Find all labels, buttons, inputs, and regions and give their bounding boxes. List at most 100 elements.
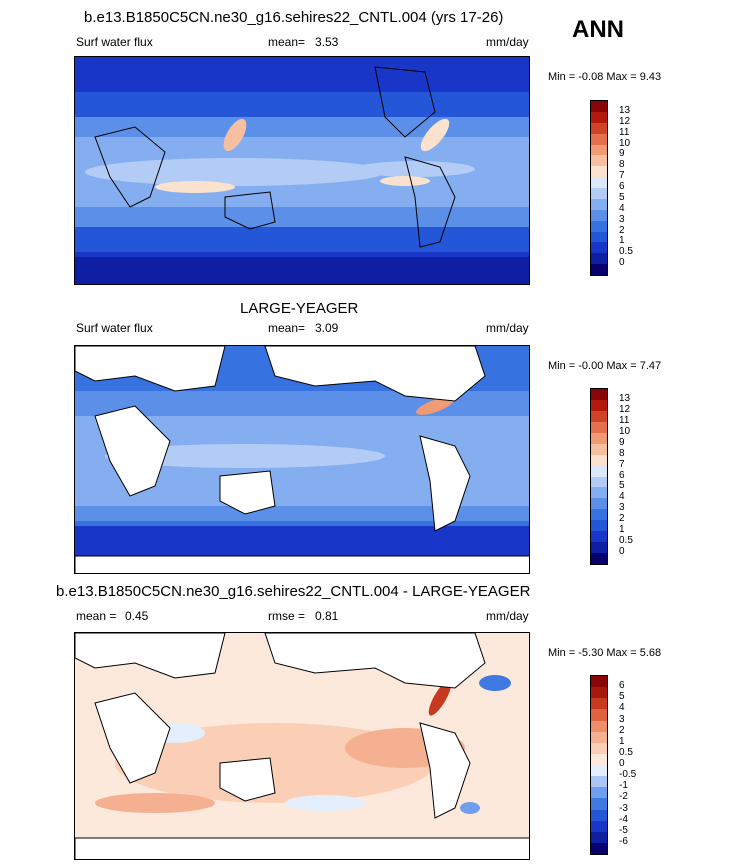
colorbar-swatch bbox=[591, 443, 607, 455]
colorbar-tick-label: 2 bbox=[619, 224, 625, 236]
colorbar-swatch bbox=[591, 144, 607, 156]
panel3-rmse-value: 0.81 bbox=[315, 609, 339, 623]
colorbar-swatch bbox=[591, 676, 607, 688]
colorbar-tick-label: -6 bbox=[619, 835, 628, 847]
colorbar-tick-label: 10 bbox=[619, 425, 631, 437]
colorbar-tick-label: 11 bbox=[619, 414, 630, 426]
colorbar-tick-label: 12 bbox=[619, 115, 631, 127]
colorbar-tick-label: 7 bbox=[619, 458, 625, 470]
colorbar-swatch bbox=[591, 410, 607, 422]
season-label: ANN bbox=[572, 16, 624, 43]
panel3-map bbox=[74, 632, 530, 860]
colorbar-swatch bbox=[591, 101, 607, 112]
colorbar-tick-label: 8 bbox=[619, 447, 625, 459]
colorbar-swatch bbox=[591, 820, 607, 832]
panel1-map bbox=[74, 56, 530, 285]
colorbar-tick-label: 1 bbox=[619, 235, 625, 247]
panel2-map bbox=[74, 345, 530, 574]
colorbar-tick-label: 9 bbox=[619, 148, 625, 160]
colorbar-swatch bbox=[591, 531, 607, 543]
colorbar-tick-label: 6 bbox=[619, 181, 625, 192]
colorbar-swatch bbox=[591, 842, 607, 854]
panel1-mean-value: 3.53 bbox=[315, 35, 339, 49]
panel1-mean-label: mean= bbox=[268, 35, 306, 49]
panel3-rmse-label: rmse = bbox=[268, 609, 306, 623]
colorbar-tick-label: 6 bbox=[619, 469, 625, 481]
colorbar-tick-label: 0 bbox=[619, 546, 625, 558]
colorbar-swatch bbox=[591, 487, 607, 499]
colorbar-swatch bbox=[591, 399, 607, 411]
colorbar-tick-label: -1 bbox=[619, 780, 628, 792]
colorbar-tick-label: 0.5 bbox=[619, 746, 633, 758]
panel3-title: b.e13.B1850C5CN.ne30_g16.sehires22_CNTL.… bbox=[56, 583, 531, 600]
colorbar-tick-label: 5 bbox=[619, 691, 625, 703]
colorbar-tick-label: 2 bbox=[619, 513, 625, 525]
colorbar-swatch bbox=[591, 188, 607, 199]
colorbar-swatch bbox=[591, 787, 607, 799]
colorbar-swatch bbox=[591, 520, 607, 532]
colorbar-swatch bbox=[591, 198, 607, 210]
colorbar-tick-label: 13 bbox=[619, 104, 631, 116]
colorbar-tick-label: 4 bbox=[619, 702, 625, 714]
panel2-variable: Surf water flux bbox=[76, 321, 153, 335]
panel2-mean-label: mean= bbox=[268, 321, 306, 335]
colorbar-swatch bbox=[591, 509, 607, 521]
colorbar-swatch bbox=[591, 709, 607, 721]
panel2-colorbar bbox=[590, 388, 608, 565]
colorbar-tick-label: 0.5 bbox=[619, 246, 633, 258]
colorbar-tick-label: 0 bbox=[619, 758, 625, 769]
colorbar-swatch bbox=[591, 542, 607, 554]
panel3-mean-value: 0.45 bbox=[125, 609, 149, 623]
colorbar-swatch bbox=[591, 731, 607, 743]
colorbar-tick-label: 8 bbox=[619, 159, 625, 171]
colorbar-swatch bbox=[591, 231, 607, 243]
panel1-colorbar bbox=[590, 100, 608, 276]
colorbar-tick-label: 7 bbox=[619, 170, 625, 182]
panel3-minmax: Min = -5.30 Max = 5.68 bbox=[548, 647, 662, 659]
colorbar-tick-label: 3 bbox=[619, 213, 625, 225]
panel3-units: mm/day bbox=[486, 609, 529, 623]
colorbar-tick-label: 11 bbox=[619, 126, 630, 138]
colorbar-swatch bbox=[591, 264, 607, 275]
colorbar-swatch bbox=[591, 454, 607, 466]
colorbar-tick-label: 12 bbox=[619, 403, 631, 415]
colorbar-swatch bbox=[591, 177, 607, 188]
colorbar-swatch bbox=[591, 809, 607, 821]
colorbar-tick-label: 5 bbox=[619, 191, 625, 203]
colorbar-swatch bbox=[591, 242, 607, 254]
colorbar-tick-label: 9 bbox=[619, 436, 625, 448]
panel3-mean-label: mean = bbox=[76, 609, 117, 623]
colorbar-tick-label: -3 bbox=[619, 802, 628, 814]
colorbar-swatch bbox=[591, 831, 607, 843]
colorbar-swatch bbox=[591, 765, 607, 777]
colorbar-swatch bbox=[591, 166, 607, 178]
panel3-colorbar bbox=[590, 675, 608, 855]
panel1-title: b.e13.B1850C5CN.ne30_g16.sehires22_CNTL.… bbox=[84, 9, 504, 26]
colorbar-swatch bbox=[591, 389, 607, 400]
colorbar-swatch bbox=[591, 553, 607, 564]
colorbar-swatch bbox=[591, 720, 607, 732]
colorbar-tick-label: 3 bbox=[619, 502, 625, 514]
panel1-variable: Surf water flux bbox=[76, 35, 153, 49]
panel2-mean-value: 3.09 bbox=[315, 321, 339, 335]
colorbar-tick-label: -5 bbox=[619, 824, 628, 836]
colorbar-swatch bbox=[591, 111, 607, 123]
colorbar-tick-label: 3 bbox=[619, 713, 625, 725]
colorbar-swatch bbox=[591, 798, 607, 810]
colorbar-swatch bbox=[591, 421, 607, 433]
colorbar-swatch bbox=[591, 698, 607, 710]
colorbar-swatch bbox=[591, 776, 607, 788]
colorbar-swatch bbox=[591, 133, 607, 145]
colorbar-tick-label: 2 bbox=[619, 724, 625, 736]
colorbar-tick-label: -0.5 bbox=[619, 769, 637, 781]
colorbar-tick-label: -2 bbox=[619, 791, 628, 803]
colorbar-swatch bbox=[591, 209, 607, 221]
colorbar-tick-label: 5 bbox=[619, 480, 625, 492]
panel2-title: LARGE-YEAGER bbox=[240, 300, 359, 317]
colorbar-swatch bbox=[591, 476, 607, 488]
colorbar-swatch bbox=[591, 465, 607, 477]
colorbar-swatch bbox=[591, 498, 607, 510]
colorbar-tick-label: 6 bbox=[619, 680, 625, 692]
colorbar-swatch bbox=[591, 753, 607, 765]
colorbar-swatch bbox=[591, 687, 607, 699]
